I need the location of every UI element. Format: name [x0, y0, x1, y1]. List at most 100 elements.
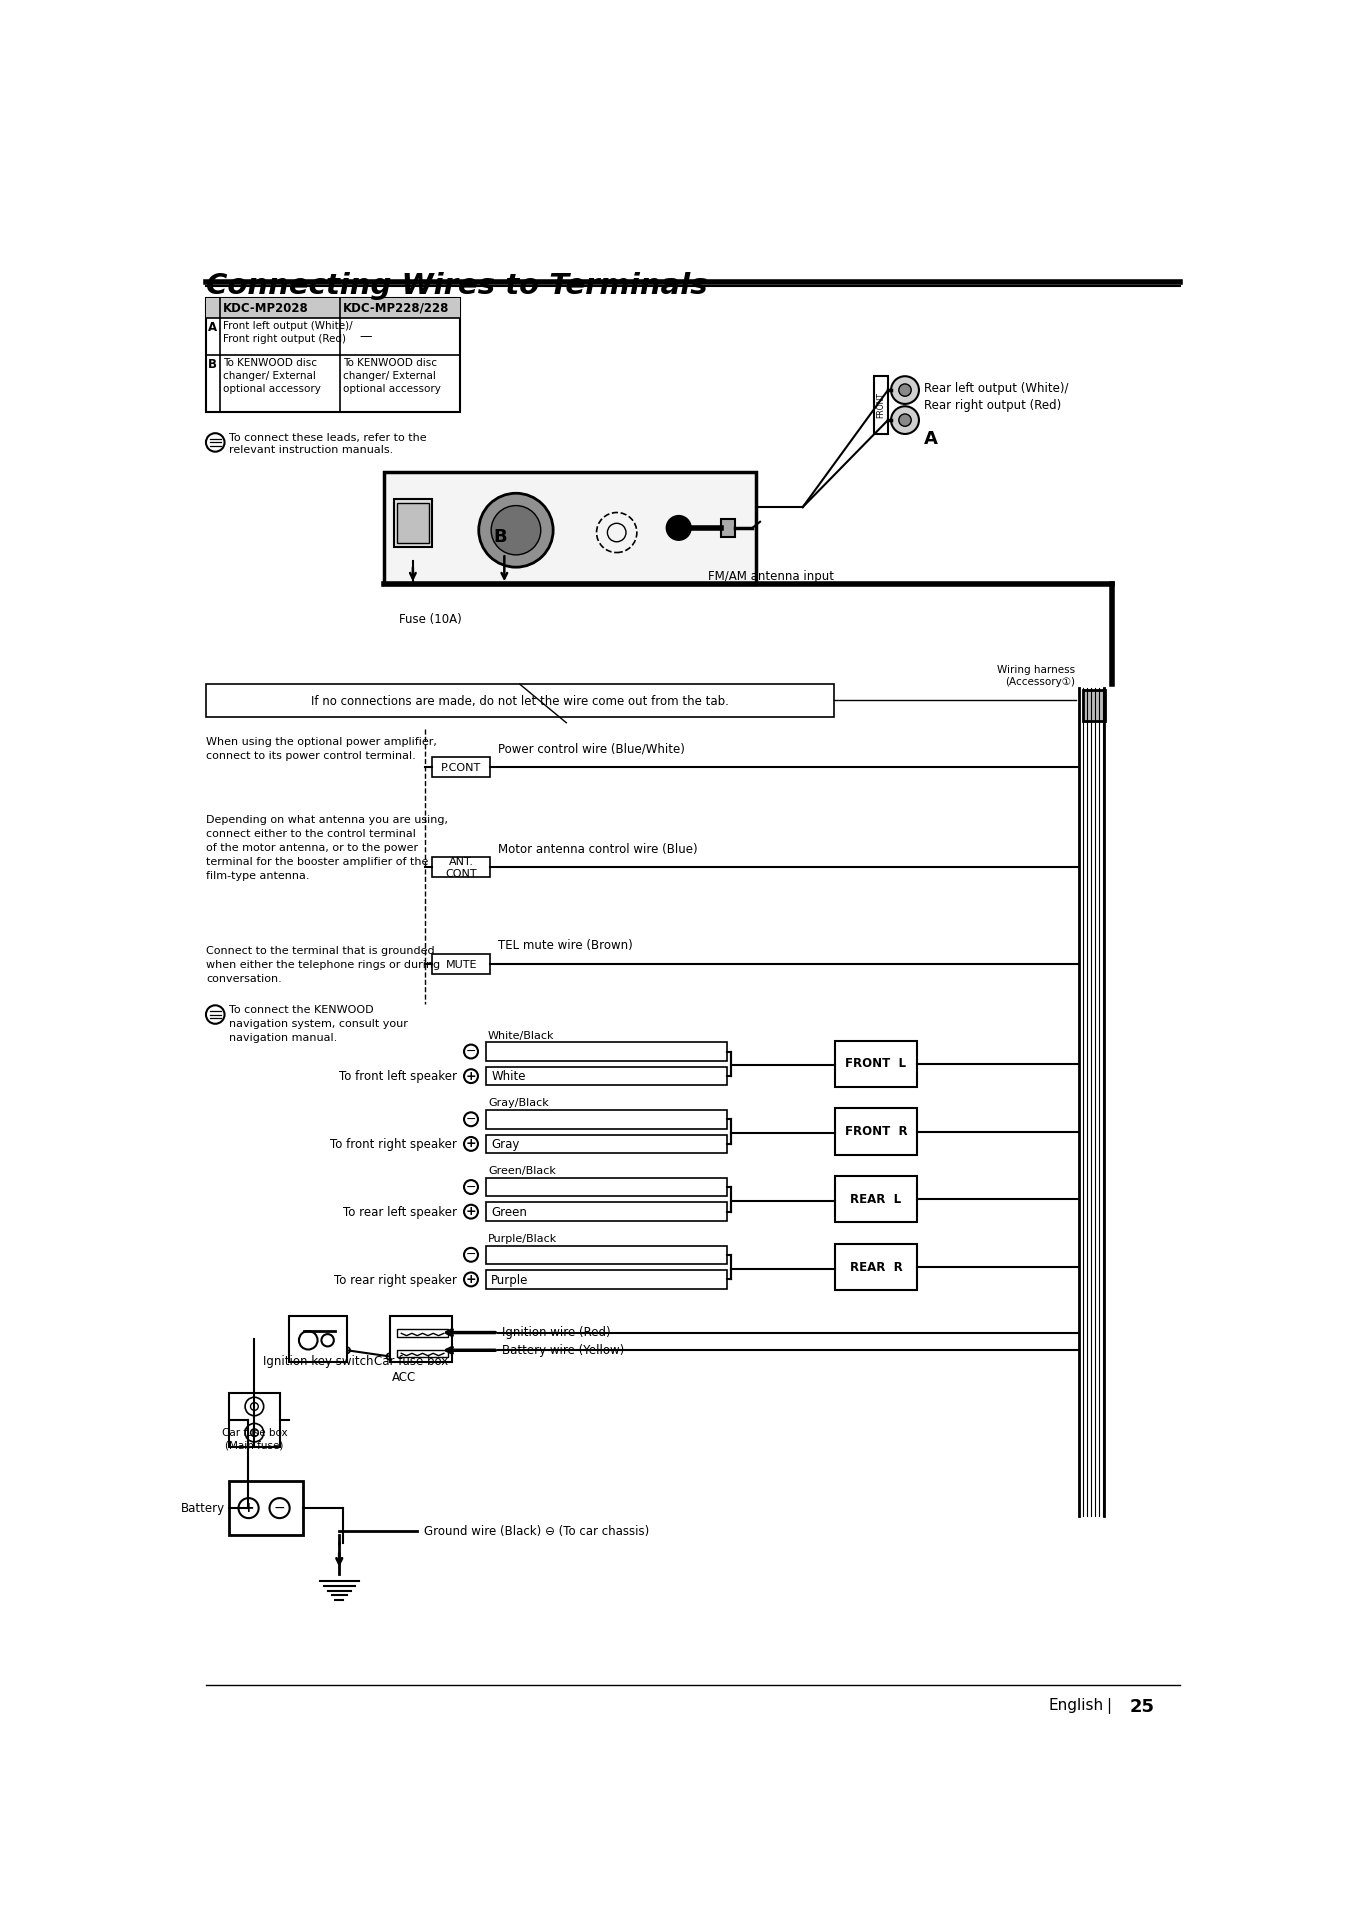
Bar — [836, 1040, 917, 1086]
Text: Green/Black: Green/Black — [489, 1167, 556, 1176]
Text: Wiring harness
(Accessory①): Wiring harness (Accessory①) — [998, 665, 1076, 686]
Bar — [230, 1393, 279, 1447]
Text: +: + — [466, 1272, 477, 1286]
Text: +: + — [466, 1138, 477, 1150]
Bar — [486, 1042, 726, 1061]
Circle shape — [491, 506, 541, 556]
Bar — [390, 1316, 452, 1362]
Text: −: − — [466, 1249, 477, 1261]
Bar — [207, 297, 460, 412]
Circle shape — [479, 492, 554, 567]
Text: Rear left output (White)/
Rear right output (Red): Rear left output (White)/ Rear right out… — [925, 383, 1069, 412]
Text: FRONT  R: FRONT R — [845, 1125, 907, 1138]
Text: KDC-MP228/228: KDC-MP228/228 — [343, 301, 450, 314]
Circle shape — [667, 515, 691, 540]
Text: White: White — [491, 1071, 525, 1083]
Text: When using the optional power amplifier,
connect to its power control terminal.: When using the optional power amplifier,… — [207, 736, 437, 761]
Circle shape — [899, 383, 911, 397]
Text: 25: 25 — [1130, 1698, 1154, 1715]
Text: Power control wire (Blue/White): Power control wire (Blue/White) — [498, 743, 684, 755]
Bar — [385, 473, 756, 584]
Bar — [397, 1330, 448, 1337]
Text: P.CONT: P.CONT — [441, 763, 482, 774]
Text: FRONT: FRONT — [876, 393, 886, 418]
Text: +: + — [466, 1069, 477, 1083]
Text: +: + — [243, 1500, 254, 1516]
Text: FM/AM antenna input: FM/AM antenna input — [709, 571, 834, 582]
Text: Battery wire (Yellow): Battery wire (Yellow) — [502, 1343, 624, 1357]
Circle shape — [891, 376, 919, 404]
Text: REAR  L: REAR L — [850, 1194, 902, 1205]
Text: ANT.
CONT: ANT. CONT — [446, 858, 477, 879]
Text: Green: Green — [491, 1205, 526, 1219]
Bar — [393, 500, 432, 548]
Bar — [207, 297, 460, 318]
Text: To rear left speaker: To rear left speaker — [343, 1205, 458, 1219]
Circle shape — [899, 414, 911, 425]
Bar — [486, 1270, 726, 1289]
Text: Gray: Gray — [491, 1138, 520, 1152]
Bar — [432, 858, 490, 878]
Bar — [486, 1178, 726, 1196]
Text: —: — — [359, 330, 371, 343]
Text: Front left output (White)/
Front right output (Red): Front left output (White)/ Front right o… — [223, 320, 352, 345]
Text: Ground wire (Black) ⊖ (To car chassis): Ground wire (Black) ⊖ (To car chassis) — [424, 1525, 649, 1539]
Text: To front right speaker: To front right speaker — [331, 1138, 458, 1152]
Text: To connect the KENWOOD
navigation system, consult your
navigation manual.: To connect the KENWOOD navigation system… — [230, 1006, 408, 1044]
Text: +: + — [466, 1205, 477, 1219]
Text: Gray/Black: Gray/Black — [489, 1098, 549, 1109]
Bar — [432, 954, 490, 973]
Bar — [1083, 690, 1104, 720]
Bar — [397, 504, 429, 544]
Text: ACC: ACC — [392, 1372, 416, 1383]
Text: To KENWOOD disc
changer/ External
optional accessory: To KENWOOD disc changer/ External option… — [343, 358, 441, 395]
Bar — [397, 1349, 448, 1357]
Text: Fuse (10A): Fuse (10A) — [398, 613, 462, 627]
Text: B: B — [208, 358, 217, 370]
Text: To KENWOOD disc
changer/ External
optional accessory: To KENWOOD disc changer/ External option… — [223, 358, 321, 395]
Text: |: | — [1107, 1698, 1111, 1713]
Text: If no connections are made, do not let the wire come out from the tab.: If no connections are made, do not let t… — [310, 696, 729, 709]
Bar — [207, 684, 834, 717]
Text: Motor antenna control wire (Blue): Motor antenna control wire (Blue) — [498, 843, 698, 856]
Text: −: − — [274, 1500, 285, 1516]
Text: A: A — [208, 320, 217, 333]
Text: −: − — [466, 1113, 477, 1127]
Bar — [721, 519, 736, 536]
Text: Car fuse box: Car fuse box — [374, 1355, 448, 1368]
Bar — [230, 1481, 302, 1535]
Bar — [873, 376, 888, 433]
Bar — [486, 1109, 726, 1129]
Text: Ignition wire (Red): Ignition wire (Red) — [502, 1326, 610, 1339]
Text: B: B — [494, 527, 508, 546]
Text: Purple: Purple — [491, 1274, 528, 1288]
Text: Purple/Black: Purple/Black — [489, 1234, 558, 1243]
Text: Car fuse box
(Main fuse): Car fuse box (Main fuse) — [221, 1427, 288, 1450]
Text: Connecting Wires to Terminals: Connecting Wires to Terminals — [207, 272, 707, 301]
Text: MUTE: MUTE — [446, 960, 477, 969]
Circle shape — [891, 406, 919, 433]
Text: REAR  R: REAR R — [849, 1261, 902, 1274]
Bar — [836, 1109, 917, 1155]
Text: KDC-MP2028: KDC-MP2028 — [223, 301, 309, 314]
Text: Ignition key switch: Ignition key switch — [263, 1355, 373, 1368]
Bar — [486, 1134, 726, 1153]
Bar — [432, 757, 490, 778]
Text: Connect to the terminal that is grounded
when either the telephone rings or duri: Connect to the terminal that is grounded… — [207, 947, 440, 985]
Text: English: English — [1049, 1698, 1103, 1713]
Text: A: A — [925, 429, 938, 448]
Bar — [486, 1067, 726, 1084]
Text: Battery: Battery — [181, 1502, 225, 1516]
Bar — [486, 1203, 726, 1220]
Text: White/Black: White/Black — [489, 1031, 555, 1040]
Text: −: − — [466, 1180, 477, 1194]
Text: −: − — [466, 1044, 477, 1058]
Bar — [486, 1245, 726, 1265]
Text: TEL mute wire (Brown): TEL mute wire (Brown) — [498, 939, 633, 952]
Text: To rear right speaker: To rear right speaker — [335, 1274, 458, 1288]
Bar — [836, 1176, 917, 1222]
Text: To connect these leads, refer to the
relevant instruction manuals.: To connect these leads, refer to the rel… — [230, 433, 427, 454]
Text: To front left speaker: To front left speaker — [339, 1071, 458, 1083]
Text: Depending on what antenna you are using,
connect either to the control terminal
: Depending on what antenna you are using,… — [207, 814, 448, 881]
Text: FRONT  L: FRONT L — [845, 1058, 906, 1071]
